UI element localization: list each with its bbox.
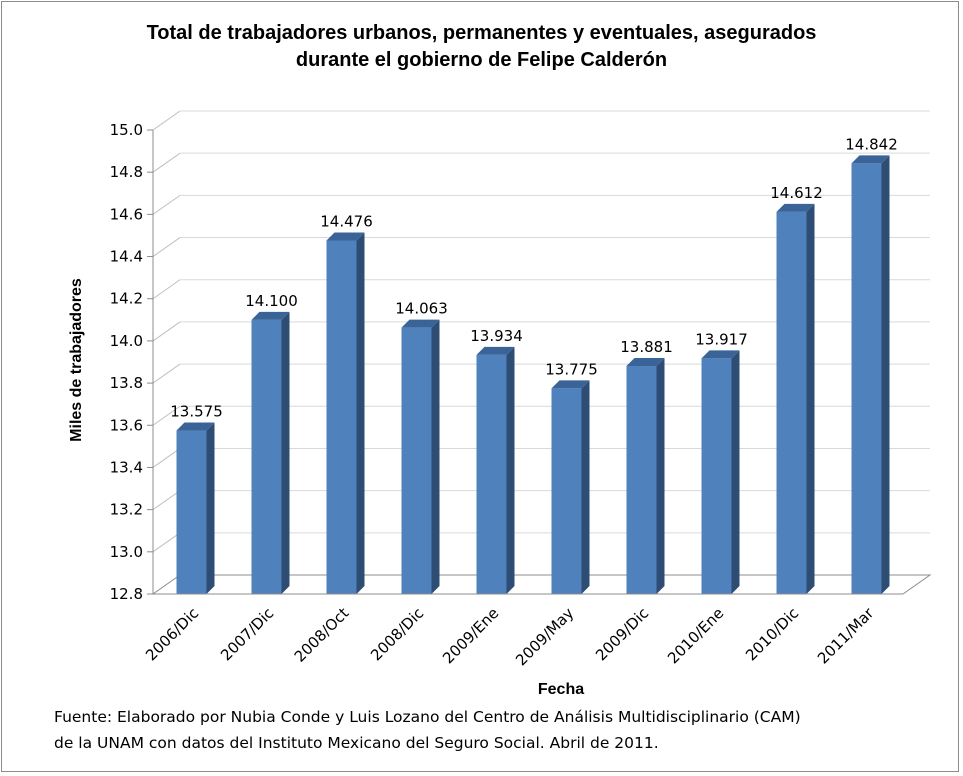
- bar-side: [656, 358, 665, 594]
- x-tick-label: 2010/Dic: [742, 604, 802, 664]
- x-tick-label: 2008/Dic: [367, 604, 427, 664]
- bar: [401, 327, 432, 594]
- chart-title-line-1: Total de trabajadores urbanos, permanent…: [146, 22, 817, 44]
- y-tick-label: 14.0: [110, 332, 143, 350]
- y-tick-label: 14.2: [110, 290, 143, 308]
- y-tick-label: 13.8: [110, 374, 143, 392]
- bar: [551, 388, 582, 594]
- data-label: 13.934: [470, 327, 523, 345]
- data-label: 14.063: [395, 300, 448, 318]
- source-note: Fuente: Elaborado por Nubia Conde y Luis…: [54, 704, 959, 756]
- y-tick-label: 13.2: [110, 501, 143, 519]
- bar-side: [206, 422, 215, 594]
- x-tick-label: 2007/Dic: [217, 604, 277, 664]
- y-tick-label: 15.0: [110, 121, 143, 139]
- bar-side: [806, 203, 815, 594]
- x-axis: 2006/Dic 2007/Dic 2008/Oct 2008/Dic 2009/Ene…: [142, 593, 903, 669]
- y-axis: 12.8 13.0 13.2 13.4 13.6 13.8 14.0 14.2 14.4 14.6…: [110, 121, 154, 603]
- chart-title: Total de trabajadores urbanos, permanent…: [0, 20, 963, 74]
- bar-group: 14.476: [320, 213, 373, 594]
- bar: [626, 366, 657, 594]
- gridline-diagonal: [152, 152, 181, 173]
- bar-group: 13.881: [620, 338, 673, 594]
- bar-top: [776, 203, 815, 212]
- y-tick-label: 13.4: [110, 458, 143, 476]
- bar-side: [731, 350, 740, 594]
- gridline-diagonal: [152, 321, 181, 342]
- gridline-diagonal: [152, 279, 181, 300]
- bar-group: 14.063: [395, 300, 448, 594]
- gridline-diagonal: [152, 237, 181, 257]
- y-tick-label: 14.8: [110, 163, 143, 181]
- bar-top: [401, 319, 440, 328]
- bar: [701, 358, 732, 594]
- x-tick-label: 2011/Mar: [814, 604, 878, 668]
- data-label: 13.881: [620, 338, 673, 356]
- bar-group: 13.934: [470, 327, 523, 594]
- data-label: 13.917: [695, 330, 748, 348]
- bar: [476, 354, 507, 594]
- y-tick-label: 13.6: [110, 416, 143, 434]
- bar-side: [881, 155, 890, 594]
- bar-group: 14.612: [770, 184, 823, 594]
- data-label: 14.476: [320, 213, 373, 231]
- data-label: 14.100: [245, 292, 298, 310]
- bar-top: [851, 155, 890, 164]
- bar-group: 13.775: [545, 360, 598, 594]
- bar-side: [506, 346, 515, 594]
- x-axis-title: Fecha: [538, 681, 584, 698]
- bar-group: 14.100: [245, 292, 298, 594]
- data-label: 14.612: [770, 184, 823, 202]
- bar-top: [176, 422, 215, 431]
- bar-side: [356, 232, 365, 594]
- bar-group: 13.917: [695, 330, 748, 594]
- bars: 13.575 14.100 14.476 14.063 13.934 13.775 13.8…: [170, 135, 898, 594]
- bar: [776, 211, 807, 594]
- bar-group: 14.842: [845, 135, 898, 594]
- y-tick-label: 12.8: [110, 585, 143, 603]
- x-tick-label: 2009/May: [512, 604, 577, 669]
- data-label: 14.842: [845, 135, 898, 153]
- data-label: 13.575: [170, 403, 223, 421]
- bar-top: [476, 346, 515, 355]
- y-tick-label: 14.4: [110, 248, 143, 266]
- gridline-diagonal: [152, 363, 181, 384]
- x-tick-label: 2008/Oct: [291, 604, 353, 666]
- gridline-diagonal: [152, 532, 181, 553]
- y-tick-label: 14.6: [110, 205, 143, 223]
- bar-top: [626, 358, 665, 367]
- gridline-diagonal: [152, 405, 181, 426]
- bar-top: [551, 380, 590, 389]
- y-tick-label: 13.0: [110, 543, 143, 561]
- bar-top: [701, 350, 740, 359]
- gridline-diagonal: [152, 110, 181, 131]
- gridline-diagonal: [152, 194, 181, 215]
- bar-side: [581, 380, 590, 594]
- bar-side: [281, 311, 290, 594]
- x-tick-label: 2010/Ene: [664, 604, 727, 667]
- bar-group: 13.575: [170, 403, 223, 594]
- bar-top: [251, 311, 290, 320]
- data-label: 13.775: [545, 360, 598, 378]
- bar-top: [326, 232, 365, 241]
- x-tick-label: 2009/Dic: [592, 604, 652, 664]
- bar: [251, 319, 282, 594]
- source-note-line-2: de la UNAM con datos del Instituto Mexic…: [54, 734, 659, 752]
- chart-title-line-2: durante el gobierno de Felipe Calderón: [295, 49, 668, 71]
- bar-side: [431, 319, 440, 594]
- x-tick-label: 2009/Ene: [439, 604, 502, 667]
- bar: [851, 163, 882, 594]
- y-axis-title: Miles de trabajadores: [68, 278, 85, 442]
- gridline-diagonal: [152, 490, 181, 511]
- bar: [176, 430, 207, 594]
- bar: [326, 240, 357, 594]
- x-tick-label: 2006/Dic: [142, 604, 202, 664]
- gridline-diagonal: [152, 448, 181, 468]
- source-note-line-1: Fuente: Elaborado por Nubia Conde y Luis…: [54, 708, 801, 726]
